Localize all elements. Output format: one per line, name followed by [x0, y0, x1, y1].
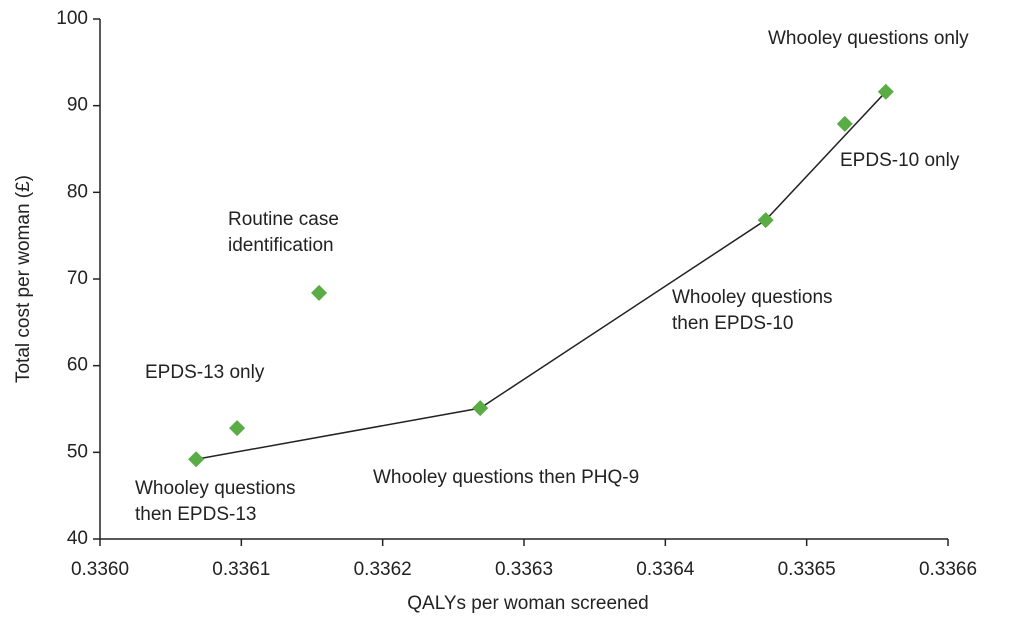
point-label: identification [228, 235, 334, 256]
point [188, 451, 205, 468]
x-axis-title: QALYs per woman screened [407, 593, 649, 614]
y-tick-label: 80 [67, 181, 88, 202]
x-tick-label: 0.3365 [778, 559, 836, 580]
y-tick-label: 70 [67, 268, 88, 289]
point-label: Whooley questions [135, 478, 296, 499]
point [877, 83, 894, 100]
point-label: then EPDS-13 [135, 504, 256, 525]
y-tick-label: 60 [67, 355, 88, 376]
x-tick-label: 0.3361 [212, 559, 270, 580]
point [311, 284, 328, 301]
y-axis-title: Total cost per woman (£) [13, 175, 34, 383]
point [836, 115, 853, 132]
y-tick-label: 40 [67, 528, 88, 549]
point-label: Whooley questions [672, 287, 833, 308]
point-label: EPDS-13 only [145, 362, 265, 383]
x-tick-label: 0.3362 [354, 559, 412, 580]
y-tick-label: 90 [67, 95, 88, 116]
point [229, 420, 246, 437]
x-tick-label: 0.3360 [71, 559, 129, 580]
frontier-line [195, 91, 887, 461]
y-tick-label: 100 [56, 8, 88, 29]
x-tick-label: 0.3363 [495, 559, 553, 580]
point [472, 400, 489, 417]
point-label: EPDS-10 only [840, 150, 960, 171]
y-tick-label: 50 [67, 441, 88, 462]
point [757, 212, 774, 229]
point-label: Routine case [228, 209, 339, 230]
x-tick-label: 0.3366 [919, 559, 977, 580]
point-label: Whooley questions only [768, 28, 969, 49]
x-tick-label: 0.3364 [636, 559, 695, 580]
point-label: Whooley questions then PHQ-9 [373, 467, 639, 488]
point-label: then EPDS-10 [672, 313, 793, 334]
